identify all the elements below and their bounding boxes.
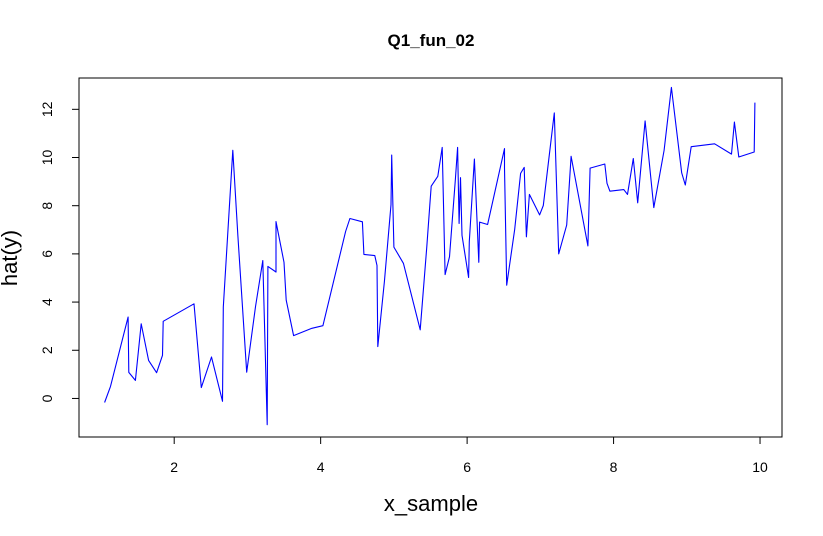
x-tick-label: 2: [170, 459, 178, 475]
y-tick-label: 4: [39, 298, 55, 306]
y-tick-label: 0: [39, 394, 55, 402]
x-tick-label: 8: [610, 459, 618, 475]
x-tick-label: 6: [463, 459, 471, 475]
x-tick-label: 10: [752, 459, 768, 475]
y-tick-label: 12: [39, 101, 55, 117]
y-tick-label: 10: [39, 150, 55, 166]
y-tick-label: 2: [39, 346, 55, 354]
y-tick-label: 6: [39, 250, 55, 258]
x-axis: 2 4 6 8 10: [170, 437, 768, 475]
y-axis-label: hat(y): [0, 230, 22, 286]
x-axis-label: x_sample: [384, 491, 478, 516]
series-line: [104, 86, 756, 426]
y-axis: 0 2 4 6 8 10 12: [39, 101, 79, 402]
y-tick-label: 8: [39, 202, 55, 210]
plot-frame: [78, 77, 783, 438]
x-tick-label: 4: [317, 459, 325, 475]
chart-title: Q1_fun_02: [388, 31, 475, 50]
